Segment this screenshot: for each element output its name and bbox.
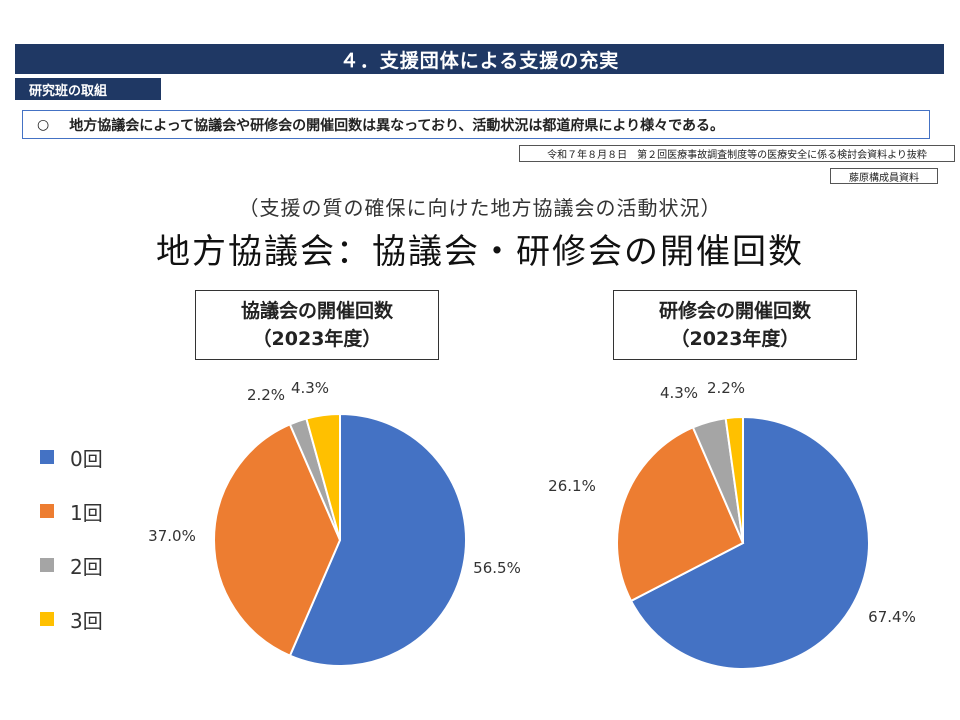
section-header: ４．支援団体による支援の充実	[15, 44, 944, 74]
section-tag: 研究班の取組	[15, 78, 161, 100]
chart-1-data-label-2: 2.2%	[247, 386, 285, 404]
page-title: 地方協議会：協議会・研修会の開催回数	[156, 232, 804, 272]
chart-2-title-box: 研修会の開催回数 （2023年度）	[613, 290, 857, 360]
chart-1-title: 協議会の開催回数	[240, 300, 393, 322]
chart-2-slice-3	[724, 415, 744, 544]
chart-1-title-box: 協議会の開催回数 （2023年度）	[195, 290, 439, 360]
chart-2-data-label-1: 26.1%	[548, 477, 596, 495]
legend-label: 2回	[70, 554, 103, 579]
chart-2-data-label-0: 67.4%	[868, 608, 916, 626]
chart-2-data-label-3: 2.2%	[707, 379, 745, 397]
chart-1-data-label-3: 4.3%	[291, 379, 329, 397]
legend-item: 0回	[40, 430, 103, 484]
chart-1-slice-0	[288, 412, 467, 667]
source-note-text: 令和７年８月８日 第２回医療事故調査制度等の医療安全に係る検討会資料より抜粋	[547, 150, 927, 161]
chart-2-title: 研修会の開催回数	[658, 300, 811, 322]
section-tag-label: 研究班の取組	[29, 83, 108, 99]
legend-label: 3回	[70, 608, 103, 633]
section-header-title: ４．支援団体による支援の充実	[339, 49, 620, 72]
chart-1-data-label-1: 37.0%	[148, 527, 196, 545]
legend-label: 1回	[70, 500, 103, 525]
legend-item: 3回	[40, 592, 103, 646]
author-note-text: 藤原構成員資料	[849, 172, 919, 184]
chart-1-slice-3	[305, 412, 341, 541]
chart-1-data-label-0: 56.5%	[473, 559, 521, 577]
legend: 0回 1回 2回 3回	[40, 430, 103, 646]
summary-box: ○ 地方協議会によって協議会や研修会の開催回数は異なっており、活動状況は都道府県…	[22, 110, 930, 139]
legend-swatch	[40, 612, 54, 626]
legend-swatch	[40, 558, 54, 572]
chart-subtitle: （支援の質の確保に向けた地方協議会の活動状況）	[238, 196, 722, 220]
legend-label: 0回	[70, 446, 103, 471]
chart-2-slice-0	[629, 415, 870, 670]
bullet-mark: ○	[37, 116, 50, 133]
chart-1-slice-1	[213, 423, 342, 657]
chart-2-data-label-2: 4.3%	[660, 384, 698, 402]
legend-swatch	[40, 504, 54, 518]
source-note: 令和７年８月８日 第２回医療事故調査制度等の医療安全に係る検討会資料より抜粋	[519, 145, 955, 162]
chart-2-subtitle: （2023年度）	[670, 328, 800, 350]
chart-1-subtitle: （2023年度）	[252, 328, 382, 350]
author-note: 藤原構成員資料	[830, 168, 938, 184]
legend-item: 1回	[40, 484, 103, 538]
legend-swatch	[40, 450, 54, 464]
legend-item: 2回	[40, 538, 103, 592]
summary-text: 地方協議会によって協議会や研修会の開催回数は異なっており、活動状況は都道府県によ…	[69, 117, 724, 134]
